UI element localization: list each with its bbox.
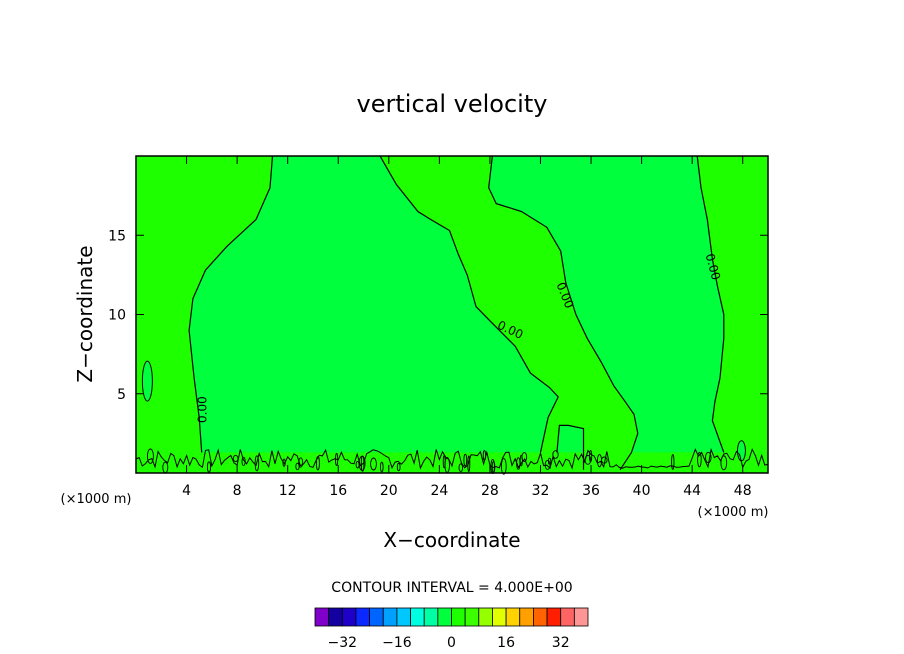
colorbar-labels: −32 −16 0 16 32 (328, 635, 570, 651)
plot-area: 0.000.000.000.00 (135, 155, 769, 475)
y-tick-label: 10 (108, 308, 126, 324)
colorbar-swatch (396, 607, 411, 627)
x-tick-label: 20 (380, 483, 398, 499)
colorbar-swatch (560, 607, 575, 627)
contour-cell-small (584, 455, 592, 465)
contour-interval-text: CONTOUR INTERVAL = 4.000E+00 (331, 580, 572, 596)
contour-cell-small (442, 455, 446, 469)
colorbar-swatch (437, 607, 452, 627)
contour-cell-small (705, 451, 712, 464)
contour-cell-small (315, 456, 320, 471)
contour-line-right (696, 155, 725, 453)
contour-label-left: 0.00 (196, 396, 210, 423)
colorbar-tick-label: 0 (447, 635, 456, 651)
y-tick-label: 15 (108, 228, 126, 244)
colorbar-tick-label: 16 (497, 635, 515, 651)
colorbar-swatch (355, 607, 371, 627)
contour-cell-small (396, 462, 401, 472)
contour-cell-small (370, 457, 377, 471)
colorbar (314, 607, 589, 627)
contour-cell-left (141, 360, 153, 402)
contour-cell-small (458, 463, 464, 473)
colorbar-tick-label: −16 (382, 635, 412, 651)
colorbar-swatch (382, 607, 398, 627)
colorbar-swatch (533, 607, 548, 627)
contour-cell-small (232, 454, 239, 463)
contour-cell-small (335, 452, 339, 467)
colorbar-swatch (328, 607, 343, 627)
y-tick-label: 5 (117, 387, 126, 403)
contour-line-left (188, 155, 274, 453)
x-axis-ticks: 4 8 12 16 20 24 28 32 36 40 44 48 (182, 156, 752, 499)
contour-line-inner (556, 424, 585, 470)
colorbar-swatch (410, 607, 425, 627)
x-tick-label: 12 (279, 483, 297, 499)
positive-regions (136, 156, 768, 473)
colorbar-swatch (492, 607, 507, 627)
colorbar-swatch (464, 607, 480, 627)
x-tick-label: 16 (329, 483, 347, 499)
zero-contours (135, 155, 769, 475)
y-axis-ticks: 5 10 15 (108, 228, 768, 403)
contour-cell-small (282, 458, 286, 467)
contour-cell-small (519, 454, 523, 467)
contour-line-surface (135, 447, 769, 470)
contour-cell-small (482, 449, 487, 461)
contour-cell-small (206, 461, 212, 473)
x-unit-left: (×1000 m) (61, 492, 132, 507)
contour-label-right: 0.00 (703, 252, 723, 281)
colorbar-swatch (519, 607, 534, 627)
x-tick-label: 32 (532, 483, 550, 499)
contour-cell-small (544, 459, 551, 470)
contour-cell-small (241, 456, 246, 467)
x-tick-label: 48 (734, 483, 752, 499)
colorbar-swatch (451, 607, 466, 627)
x-tick-label: 36 (582, 483, 600, 499)
x-tick-label: 24 (430, 483, 448, 499)
contour-cell-right (736, 440, 746, 462)
colorbar-swatch (546, 607, 562, 627)
colorbar-swatch (478, 607, 493, 627)
colorbar-swatch (369, 607, 384, 627)
x-unit-right: (×1000 m) (698, 505, 769, 520)
region-left (136, 156, 273, 453)
colorbar-swatch (505, 607, 521, 627)
y-axis-label: Z−coordinate (73, 245, 97, 382)
x-tick-label: 44 (683, 483, 701, 499)
colorbar-tick-label: −32 (328, 635, 358, 651)
contour-cell-small (295, 462, 300, 471)
colorbar-swatch (314, 607, 330, 627)
contour-cell-small (298, 457, 304, 468)
colorbar-tick-label: 32 (552, 635, 570, 651)
contour-cell-small (467, 455, 471, 473)
contour-cell-small (697, 452, 702, 468)
contour-cell-small (720, 455, 728, 471)
x-tick-label: 28 (481, 483, 499, 499)
contour-cell-small (463, 453, 468, 467)
colorbar-swatch (341, 607, 357, 627)
region-bottom (136, 452, 768, 473)
region-center (380, 156, 638, 470)
contour-cell-small (146, 448, 154, 464)
contour-cell-small (500, 458, 507, 475)
colorbar-swatch (573, 607, 589, 627)
colorbar-swatch (423, 607, 439, 627)
contour-cell-small (254, 455, 260, 472)
x-axis-label: X−coordinate (383, 528, 520, 552)
contour-line-center-lower (488, 155, 639, 471)
contour-cell-small (358, 455, 366, 471)
contour-cell-small (547, 457, 552, 465)
chart-title: vertical velocity (357, 90, 548, 118)
x-tick-label: 4 (182, 483, 191, 499)
region-right (697, 156, 768, 470)
x-tick-label: 40 (633, 483, 651, 499)
contour-cell-small (601, 456, 608, 464)
contour-cell-small (671, 454, 675, 470)
contour-cell-small (380, 461, 384, 473)
contour-cell-small (552, 450, 559, 459)
contour-line-center-upper (379, 155, 559, 453)
x-tick-label: 8 (233, 483, 242, 499)
